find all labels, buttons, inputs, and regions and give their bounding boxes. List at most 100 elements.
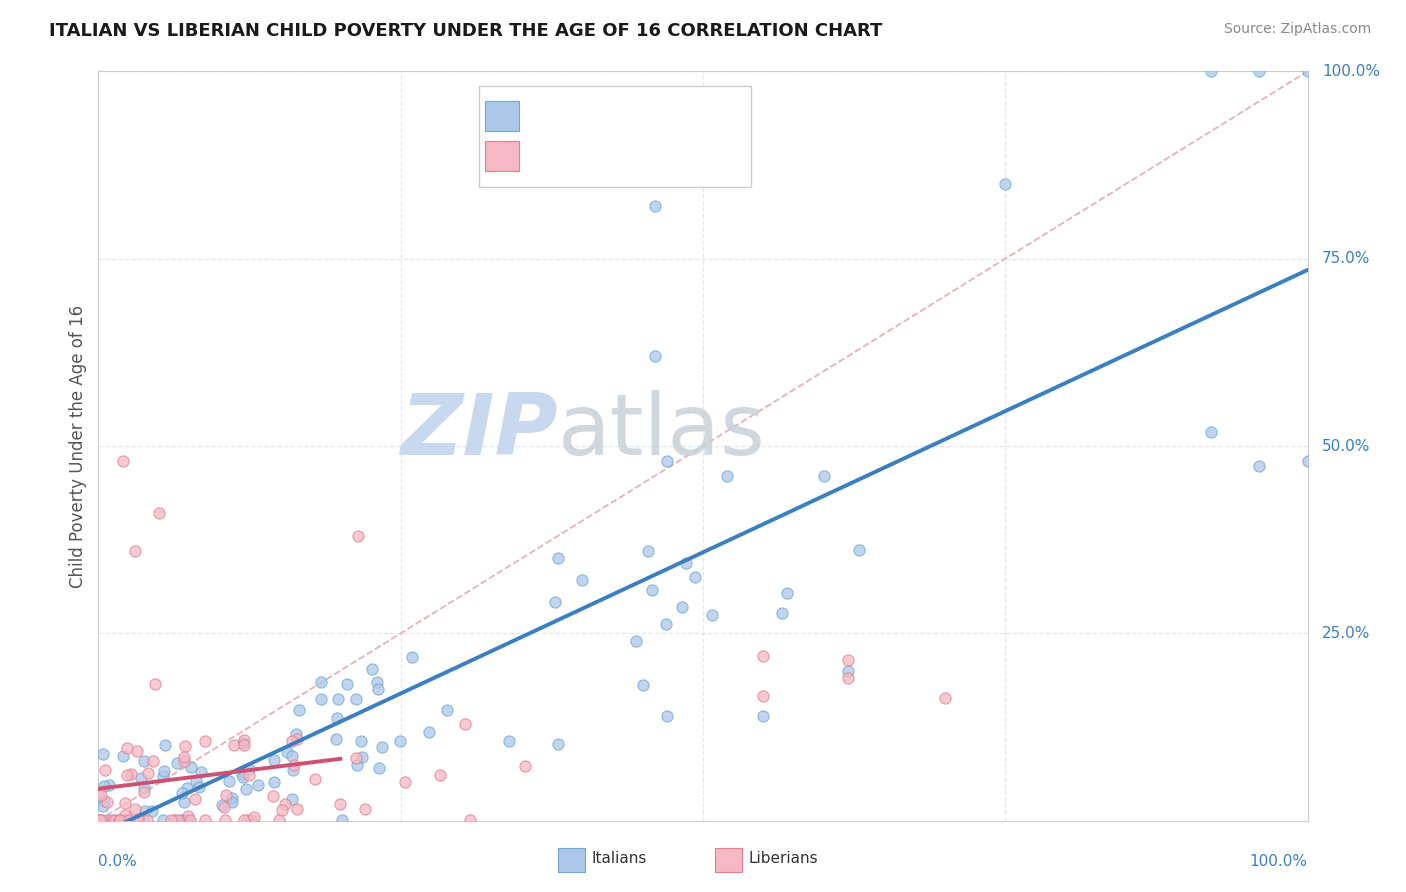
Point (115, 741, 138, 756)
Point (93, 763, 115, 777)
Point (93, 779, 115, 793)
Point (136, 765, 159, 780)
Point (194, 813, 217, 827)
Point (344, 691, 367, 706)
Point (243, 810, 266, 824)
Point (153, 764, 176, 778)
Point (1296, 64, 1319, 78)
Point (236, 813, 259, 827)
Point (108, 813, 131, 827)
Point (115, 813, 138, 827)
Point (655, 708, 678, 723)
Point (344, 751, 367, 765)
FancyBboxPatch shape (485, 141, 519, 171)
Point (752, 708, 775, 723)
Point (644, 349, 666, 363)
Point (179, 813, 201, 827)
Text: 75.0%: 75.0% (1322, 252, 1371, 266)
Point (547, 737, 569, 751)
Point (366, 675, 388, 690)
Point (354, 802, 377, 816)
Point (361, 662, 384, 676)
Point (309, 691, 332, 706)
Point (114, 796, 136, 810)
Point (97, 813, 120, 827)
Point (176, 813, 198, 827)
Point (371, 740, 394, 755)
Point (388, 734, 411, 748)
Point (671, 599, 693, 614)
Point (107, 813, 129, 827)
Point (184, 792, 207, 806)
Point (675, 556, 697, 570)
Text: 25.0%: 25.0% (1322, 626, 1371, 640)
Point (194, 733, 217, 747)
Point (837, 671, 859, 685)
Point (283, 763, 305, 777)
Point (148, 507, 170, 521)
Point (288, 703, 311, 717)
Point (89, 813, 111, 827)
Point (274, 797, 297, 812)
Point (329, 797, 352, 812)
Point (125, 744, 148, 758)
Text: 50.0%: 50.0% (1322, 439, 1371, 453)
Point (170, 786, 193, 800)
Point (1249, 458, 1271, 473)
Point (97, 778, 120, 792)
Point (142, 754, 165, 768)
Point (644, 199, 666, 213)
Point (135, 813, 157, 827)
Point (115, 768, 138, 782)
Point (544, 595, 567, 609)
Point (124, 544, 146, 558)
Point (284, 726, 307, 740)
Point (93, 794, 115, 808)
FancyBboxPatch shape (716, 847, 742, 871)
Point (637, 543, 659, 558)
Point (91, 813, 114, 827)
Point (513, 759, 536, 773)
Point (167, 813, 190, 827)
Point (429, 767, 451, 781)
Point (231, 767, 253, 781)
Point (571, 574, 593, 588)
Point (624, 634, 647, 648)
Point (498, 734, 520, 748)
Point (127, 812, 149, 826)
Point (239, 813, 262, 827)
Point (716, 469, 738, 483)
Point (180, 760, 202, 774)
Point (631, 678, 654, 692)
Point (325, 731, 347, 746)
Point (221, 795, 243, 809)
Point (752, 648, 775, 663)
Point (124, 802, 146, 816)
Point (367, 681, 389, 696)
Point (232, 738, 254, 752)
Point (173, 795, 195, 809)
Point (141, 804, 163, 818)
Point (224, 738, 246, 752)
Point (655, 454, 678, 468)
Point (93, 799, 115, 814)
Point (143, 676, 166, 690)
Point (394, 775, 416, 789)
Text: 100.0%: 100.0% (1250, 855, 1308, 870)
Point (112, 749, 135, 764)
Point (848, 542, 870, 557)
Point (837, 664, 859, 678)
Point (547, 551, 569, 566)
Point (120, 767, 142, 781)
Text: R = 0.551   N = 101: R = 0.551 N = 101 (527, 103, 709, 120)
Point (233, 732, 256, 747)
Point (770, 606, 793, 620)
Point (238, 762, 260, 776)
Point (104, 813, 127, 827)
Point (752, 689, 775, 703)
Point (309, 675, 332, 690)
Point (131, 813, 153, 827)
Point (129, 771, 152, 785)
Point (235, 782, 257, 797)
Point (232, 736, 254, 750)
